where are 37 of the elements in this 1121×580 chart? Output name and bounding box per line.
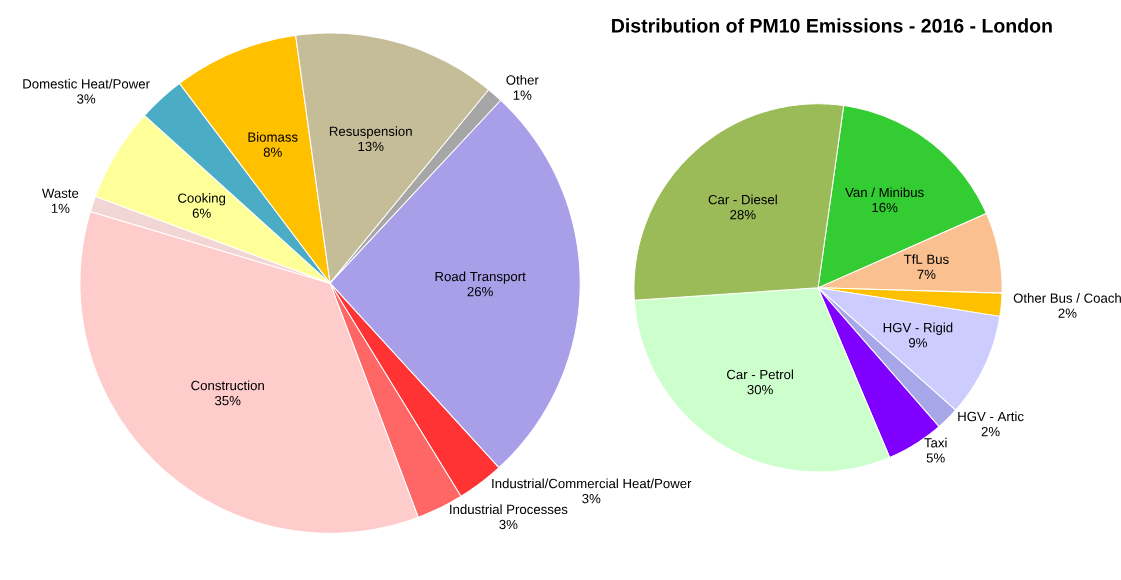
slice-label: Cooking	[178, 192, 226, 206]
slice-label: Other Bus / Coach	[1013, 292, 1121, 303]
data-label: 28%	[730, 209, 756, 220]
data-label: 13%	[358, 141, 384, 151]
data-label: 9%	[908, 337, 927, 348]
data-label: 8%	[263, 147, 282, 157]
data-label: 3%	[582, 493, 601, 504]
slice-label: Domestic Heat/Power	[23, 78, 150, 89]
data-label: 2%	[1058, 308, 1077, 318]
slice-label: Industrial Processes	[450, 504, 568, 514]
data-label: 3%	[77, 94, 96, 104]
slice-label: Biomass	[248, 131, 298, 142]
slice-label: Car - Petrol	[727, 369, 793, 379]
slice-label: Other	[506, 74, 539, 85]
slice-label: TfL Bus	[903, 254, 949, 264]
slice-label: Van / Minibus	[845, 187, 924, 197]
data-label: 5%	[926, 453, 945, 463]
slice-label: Car - Diesel	[708, 194, 777, 205]
text: Distribution of PM10 Emissions - 2016 - London	[612, 18, 1052, 33]
data-label: 7%	[917, 269, 936, 279]
slice-label: Resuspension	[329, 126, 412, 139]
data-label: 1%	[51, 203, 70, 213]
slice-label: Road Transport	[435, 271, 526, 284]
slice-label: Industrial/Commercial Heat/Power	[492, 478, 692, 488]
data-label: 30%	[747, 384, 773, 395]
data-label: 35%	[214, 395, 241, 406]
slice-label: Waste	[41, 188, 79, 198]
slice-label: Construction	[191, 380, 264, 390]
data-label: 26%	[467, 286, 493, 297]
data-label: 2%	[981, 426, 1000, 437]
data-label: 3%	[499, 519, 518, 529]
slice-label: Taxi	[924, 437, 947, 448]
slice-label: HGV - Rigid	[883, 322, 953, 335]
data-label: 6%	[192, 208, 211, 218]
data-label: 1%	[513, 90, 532, 100]
slice-label: HGV - Artic	[958, 411, 1024, 421]
data-label: 16%	[872, 202, 898, 212]
